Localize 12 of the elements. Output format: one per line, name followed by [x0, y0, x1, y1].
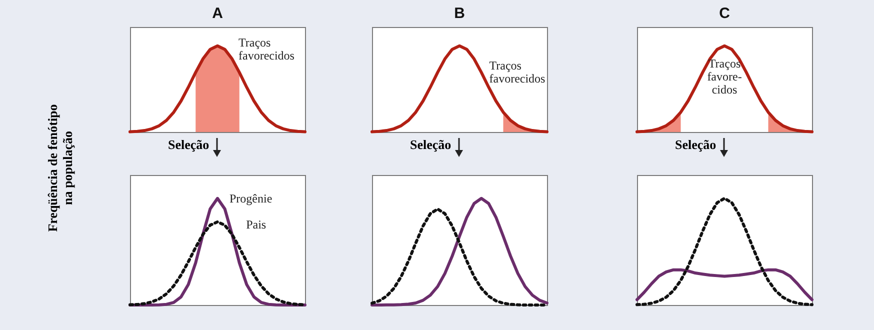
chart-title: A	[212, 5, 224, 22]
y-axis-title: Freqüência de fenótipo na população	[45, 103, 75, 233]
annotation: Traços favorecidos	[238, 36, 295, 62]
text: Seleção	[675, 137, 716, 153]
chart-title: B	[454, 5, 466, 22]
chart-title: C	[719, 5, 730, 22]
text: Seleção	[168, 137, 210, 153]
series-label: Pais	[246, 217, 266, 232]
series-label: Progênie	[230, 191, 272, 206]
text: Seleção	[410, 137, 452, 153]
annotation: Traços favorecidos	[489, 58, 546, 86]
annotation: Traços favore-cidos	[707, 56, 742, 96]
